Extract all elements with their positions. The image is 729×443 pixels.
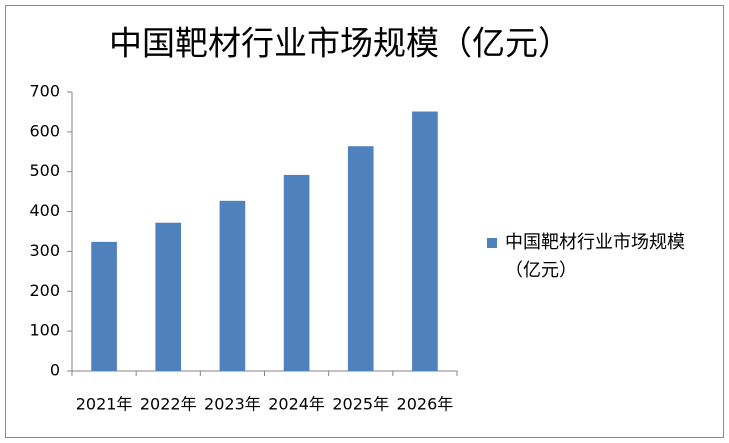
y-tick-label: 100: [29, 321, 60, 340]
x-tick-label: 2021年: [76, 395, 133, 414]
x-tick-label: 2023年: [204, 395, 261, 414]
y-tick-label: 500: [29, 161, 60, 180]
legend-swatch: [487, 238, 497, 248]
y-tick-label: 700: [29, 82, 60, 101]
bar: [412, 111, 438, 371]
bar: [155, 222, 182, 371]
x-tick-label: 2026年: [397, 395, 454, 414]
bar: [283, 174, 310, 371]
bar: [219, 200, 246, 371]
x-tick-label: 2025年: [332, 395, 389, 414]
y-tick-label: 300: [29, 241, 60, 260]
y-tick-label: 200: [29, 281, 60, 300]
y-tick-label: 0: [50, 361, 60, 380]
legend-label: 中国靶材行业市场规模（亿元）: [505, 232, 685, 281]
x-tick-label: 2022年: [140, 395, 197, 414]
bar: [91, 241, 117, 371]
chart-title: 中国靶材行业市场规模（亿元）: [109, 24, 571, 63]
legend: 中国靶材行业市场规模（亿元）: [487, 229, 702, 285]
bar: [347, 146, 374, 371]
y-tick-label: 600: [29, 121, 60, 140]
y-tick-label: 400: [29, 201, 60, 220]
x-tick-label: 2024年: [268, 395, 325, 414]
